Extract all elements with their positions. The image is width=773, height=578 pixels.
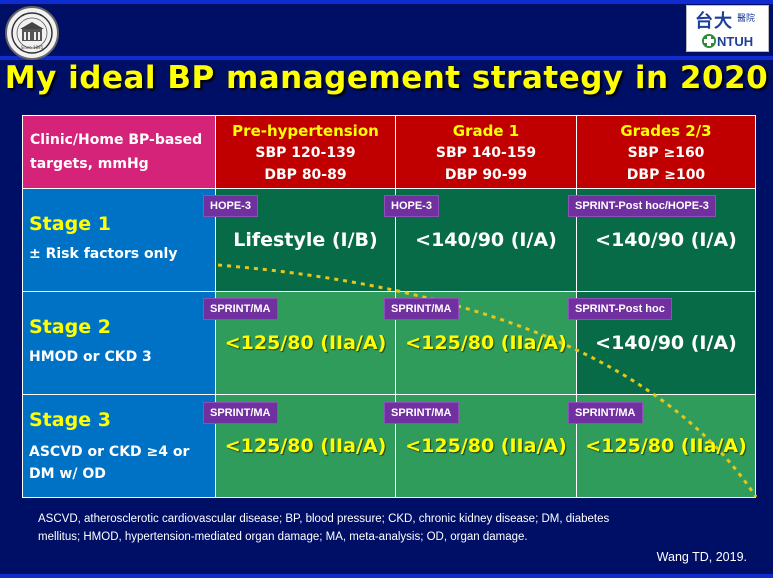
footnote-line-2: mellitus; HMOD, hypertension-mediated or… — [38, 531, 528, 543]
evidence-tag: SPRINT/MA — [384, 298, 459, 320]
svg-text:Since 1895: Since 1895 — [21, 45, 44, 50]
target-value: Lifestyle (I/B) — [233, 229, 378, 251]
target-value: <125/80 (IIa/A) — [585, 435, 747, 457]
target-value: <140/90 (I/A) — [595, 332, 737, 354]
column-header-dbp: DBP ≥100 — [626, 167, 706, 183]
top-rule — [0, 0, 773, 4]
evidence-tag: HOPE-3 — [203, 195, 258, 217]
ntuh-logo-zh: 台大 — [695, 11, 733, 32]
column-header-dbp: DBP 90-99 — [444, 167, 528, 183]
column-header-name: Pre-hypertension — [232, 122, 379, 140]
column-header-grades-2-3: Grades 2/3 SBP ≥160 DBP ≥100 — [576, 115, 756, 189]
corner-line-2: targets, mmHg — [30, 156, 149, 172]
ntuh-logo-en: NTUH — [717, 34, 754, 49]
evidence-tag: SPRINT-Post hoc/HOPE-3 — [568, 195, 716, 217]
row-label-stage-2: Stage 2 HMOD or CKD 3 — [22, 291, 216, 395]
slide-title: My ideal BP management strategy in 2020 — [4, 60, 769, 96]
stage-name: Stage 1 — [29, 213, 111, 235]
column-header-sbp: SBP ≥160 — [627, 145, 705, 161]
building-seal-icon: Since 1895 — [11, 12, 53, 54]
university-seal-logo: Since 1895 — [5, 6, 59, 60]
evidence-tag: SPRINT/MA — [384, 402, 459, 424]
header-rule — [0, 56, 773, 60]
stage-name: Stage 3 — [29, 409, 111, 431]
ntuh-logo-zh-sub: 醫院 — [737, 14, 756, 24]
target-value: <125/80 (IIa/A) — [224, 435, 387, 457]
table-corner-label: Clinic/Home BP-based targets, mmHg — [22, 115, 216, 189]
column-header-grade-1: Grade 1 SBP 140-159 DBP 90-99 — [395, 115, 577, 189]
stage-name: Stage 2 — [29, 316, 111, 338]
evidence-tag: SPRINT/MA — [203, 298, 278, 320]
ntuh-logo: 台大 醫院 NTUH — [686, 5, 769, 52]
stage-description-line-1: ASCVD or CKD ≥4 or — [29, 444, 190, 460]
column-header-dbp: DBP 80-89 — [264, 167, 347, 183]
column-header-name: Grades 2/3 — [620, 122, 712, 140]
abbreviations-footnote: ASCVD, atherosclerotic cardiovascular di… — [38, 510, 728, 546]
row-label-stage-3: Stage 3 ASCVD or CKD ≥4 or DM w/ OD — [22, 394, 216, 498]
evidence-tag: HOPE-3 — [384, 195, 439, 217]
target-value: <140/90 (I/A) — [415, 229, 557, 251]
evidence-tag: SPRINT-Post hoc — [568, 298, 672, 320]
citation: Wang TD, 2019. — [656, 550, 747, 564]
bottom-rule — [0, 574, 773, 578]
column-header-sbp: SBP 120-139 — [255, 145, 356, 161]
medical-cross-icon — [702, 34, 716, 48]
column-header-pre-hypertension: Pre-hypertension SBP 120-139 DBP 80-89 — [215, 115, 396, 189]
footnote-line-1: ASCVD, atherosclerotic cardiovascular di… — [38, 513, 610, 525]
stage-description: ± Risk factors only — [29, 246, 178, 262]
corner-line-1: Clinic/Home BP-based — [30, 132, 203, 148]
column-header-sbp: SBP 140-159 — [435, 145, 537, 161]
target-value: <125/80 (IIa/A) — [405, 435, 567, 457]
column-header-name: Grade 1 — [452, 122, 520, 140]
target-value: <140/90 (I/A) — [595, 229, 737, 251]
target-value: <125/80 (IIa/A) — [405, 332, 567, 354]
evidence-tag: SPRINT/MA — [203, 402, 278, 424]
evidence-tag: SPRINT/MA — [568, 402, 643, 424]
stage-description-line-2: DM w/ OD — [29, 466, 106, 482]
target-value: <125/80 (IIa/A) — [224, 332, 387, 354]
row-label-stage-1: Stage 1 ± Risk factors only — [22, 188, 216, 292]
stage-description: HMOD or CKD 3 — [29, 349, 152, 365]
